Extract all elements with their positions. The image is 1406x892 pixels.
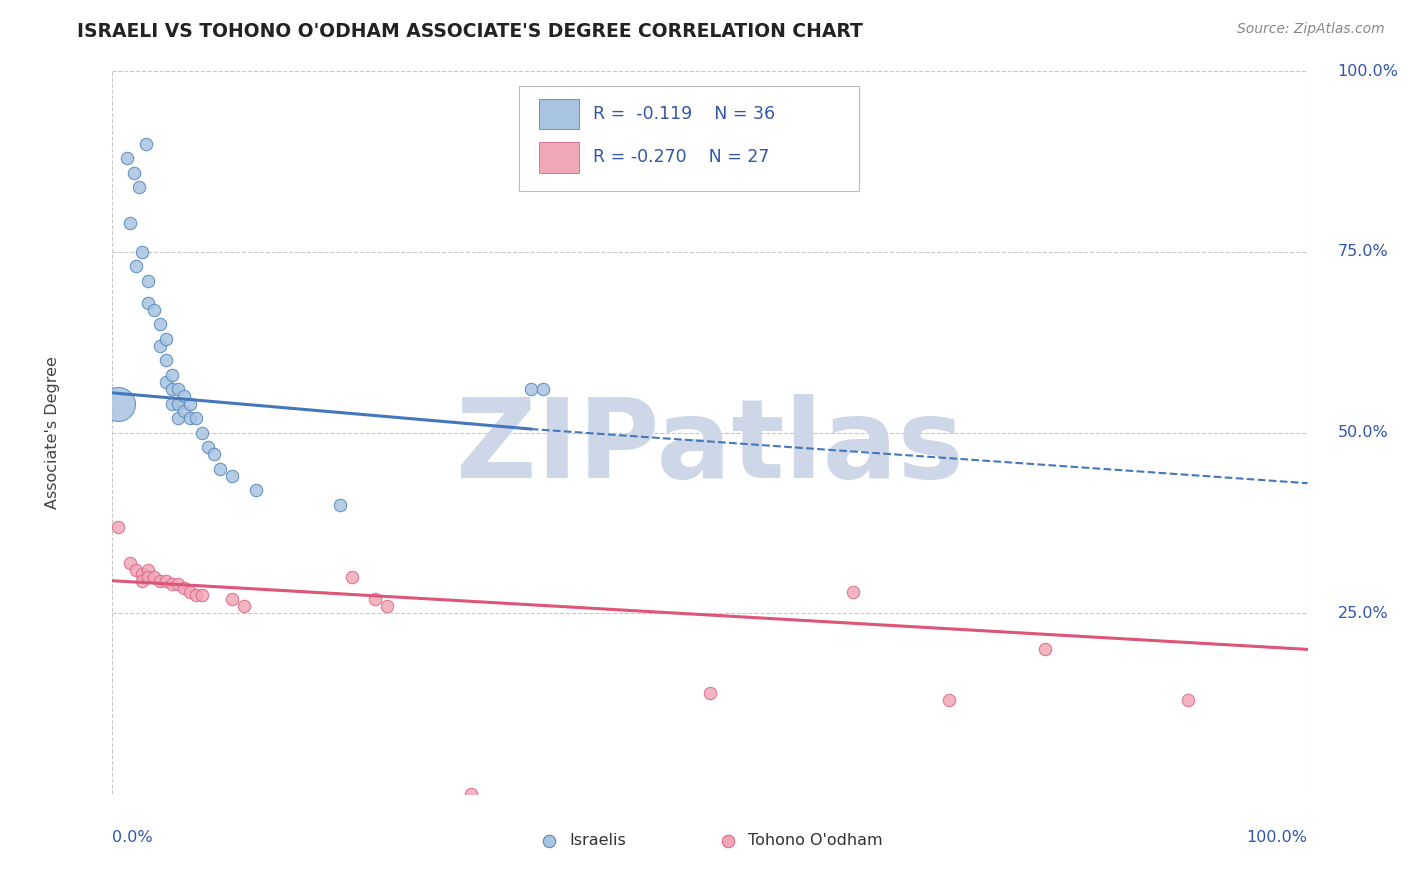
Point <box>173 581 195 595</box>
Text: 0.0%: 0.0% <box>112 830 153 845</box>
Point <box>340 570 363 584</box>
Point <box>122 165 145 179</box>
Point <box>120 216 142 230</box>
Point <box>138 274 160 288</box>
Text: 100.0%: 100.0% <box>1337 64 1399 78</box>
Point <box>520 382 543 396</box>
Point <box>1177 693 1199 707</box>
Text: 100.0%: 100.0% <box>1247 830 1308 845</box>
Point <box>155 375 177 389</box>
Point <box>125 563 148 577</box>
Point <box>138 295 160 310</box>
Point <box>115 151 138 165</box>
FancyBboxPatch shape <box>519 86 859 191</box>
Point <box>186 588 208 602</box>
Text: Israelis: Israelis <box>569 833 626 848</box>
Point <box>149 574 172 588</box>
Point <box>245 483 267 498</box>
Point <box>107 519 129 533</box>
Text: 75.0%: 75.0% <box>1337 244 1388 260</box>
Point <box>173 389 195 403</box>
Point <box>125 260 148 274</box>
Point <box>167 382 190 396</box>
Point <box>162 382 183 396</box>
Point <box>162 368 183 382</box>
Point <box>120 556 142 570</box>
Point <box>377 599 399 613</box>
Point <box>162 397 183 411</box>
Point <box>179 397 201 411</box>
Point <box>167 411 190 425</box>
Point <box>135 136 157 151</box>
Point <box>221 591 243 606</box>
Point <box>143 302 166 317</box>
Point <box>191 425 214 440</box>
Point <box>138 570 160 584</box>
Point <box>162 577 183 591</box>
Text: ZIPatlas: ZIPatlas <box>456 393 965 500</box>
Point <box>167 577 190 591</box>
Point <box>364 591 387 606</box>
Text: Source: ZipAtlas.com: Source: ZipAtlas.com <box>1237 22 1385 37</box>
Point <box>107 397 129 411</box>
Point <box>699 686 721 700</box>
Point <box>460 787 482 801</box>
Text: R = -0.270    N = 27: R = -0.270 N = 27 <box>593 148 769 166</box>
Point <box>537 834 560 848</box>
Point <box>531 382 554 396</box>
Bar <box>538 142 579 172</box>
Text: Associate's Degree: Associate's Degree <box>45 356 60 509</box>
Text: Tohono O'odham: Tohono O'odham <box>748 833 883 848</box>
Text: 50.0%: 50.0% <box>1337 425 1388 440</box>
Point <box>149 318 172 332</box>
Point <box>717 834 740 848</box>
Point <box>179 411 201 425</box>
Text: 25.0%: 25.0% <box>1337 606 1388 621</box>
Point <box>197 440 219 454</box>
Point <box>155 574 177 588</box>
Point <box>128 180 150 194</box>
Point <box>155 332 177 346</box>
Point <box>143 570 166 584</box>
Point <box>938 693 960 707</box>
Point <box>202 447 225 461</box>
Point <box>149 339 172 353</box>
Point <box>191 588 214 602</box>
Point <box>155 353 177 368</box>
Point <box>221 469 243 483</box>
Point <box>186 411 208 425</box>
Point <box>329 498 352 512</box>
Point <box>209 462 232 476</box>
Point <box>233 599 256 613</box>
Bar <box>538 99 579 129</box>
Point <box>1033 642 1056 657</box>
Point <box>173 404 195 418</box>
Point <box>138 563 160 577</box>
Text: R =  -0.119    N = 36: R = -0.119 N = 36 <box>593 105 775 123</box>
Point <box>167 397 190 411</box>
Text: ISRAELI VS TOHONO O'ODHAM ASSOCIATE'S DEGREE CORRELATION CHART: ISRAELI VS TOHONO O'ODHAM ASSOCIATE'S DE… <box>77 22 863 41</box>
Point <box>131 566 153 581</box>
Point <box>131 244 153 259</box>
Point <box>842 584 865 599</box>
Point <box>131 574 153 588</box>
Point <box>179 584 201 599</box>
